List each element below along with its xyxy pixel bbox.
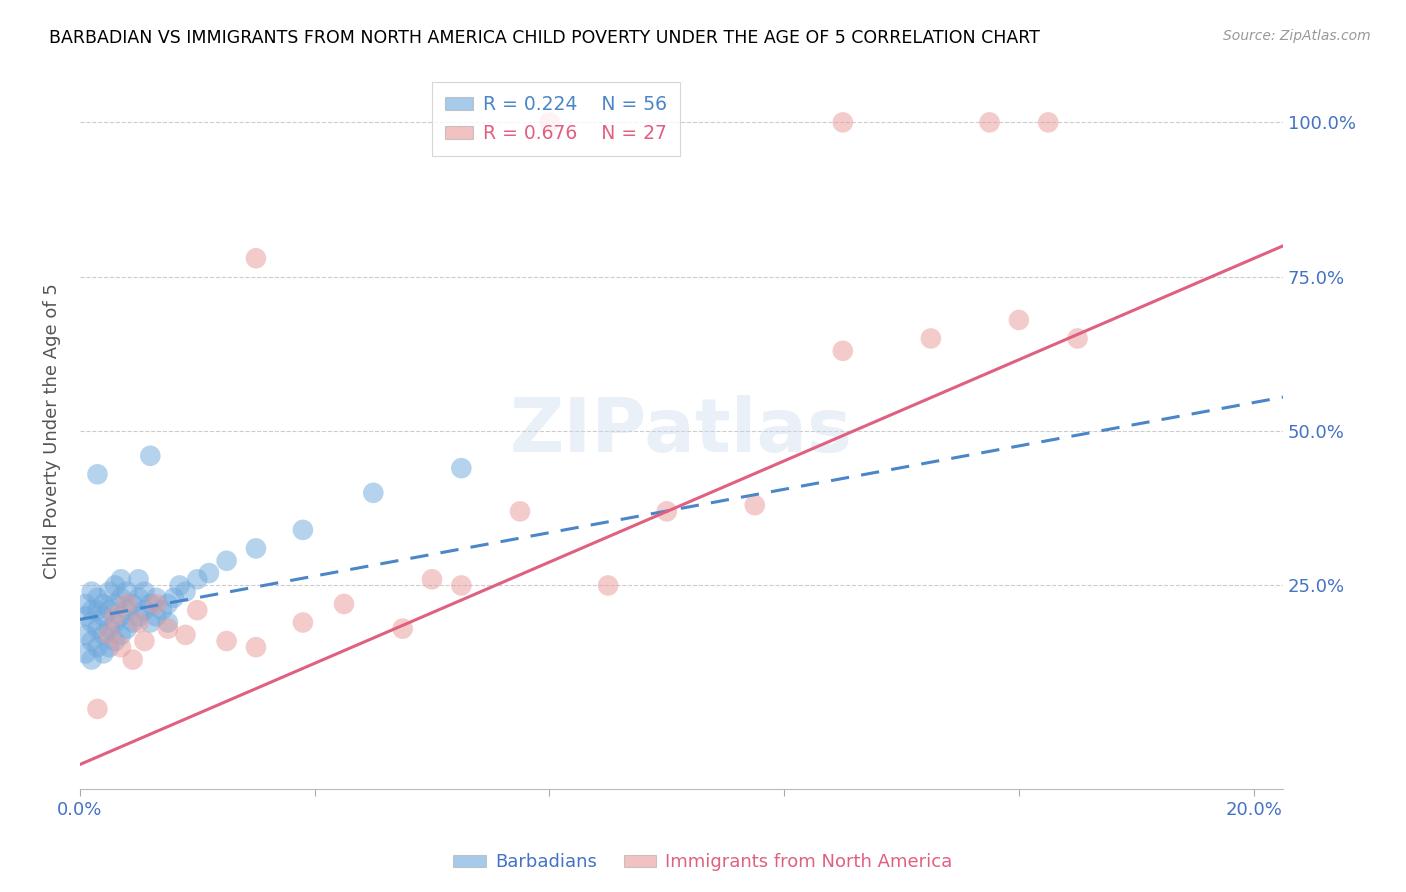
Point [156,622,179,636]
Text: BARBADIAN VS IMMIGRANTS FROM NORTH AMERICA CHILD POVERTY UNDER THE AGE OF 5 CORR: BARBADIAN VS IMMIGRANTS FROM NORTH AMERI… [49,29,1040,46]
Point [93,609,115,624]
Point [115,603,138,617]
Point [98,640,121,655]
Point [391,622,413,636]
Point [110,609,132,624]
Point [156,597,179,611]
Point [134,634,156,648]
Point [134,584,156,599]
Point [1038,115,1060,129]
Point [86,702,108,716]
Point [86,603,108,617]
Point [245,640,267,655]
Point [104,615,127,630]
Point [86,622,108,636]
Point [104,609,127,624]
Point [98,622,121,636]
Point [128,572,150,586]
Point [110,591,132,605]
Point [128,609,150,624]
Point [163,591,186,605]
Point [215,554,238,568]
Point [93,628,115,642]
Point [115,597,138,611]
Point [98,603,121,617]
Point [1066,331,1088,345]
Point [110,640,132,655]
Point [75,646,97,660]
Point [110,628,132,642]
Point [245,541,267,556]
Legend: Barbadians, Immigrants from North America: Barbadians, Immigrants from North Americ… [446,847,960,879]
Point [420,572,443,586]
Point [121,652,143,666]
Point [174,628,197,642]
Point [920,331,942,345]
Point [104,578,127,592]
Point [93,597,115,611]
Point [110,572,132,586]
Point [139,597,162,611]
Point [93,646,115,660]
Point [86,591,108,605]
Point [98,584,121,599]
Point [145,609,167,624]
Point [831,343,853,358]
Point [174,584,197,599]
Point [198,566,221,580]
Point [75,609,97,624]
Point [86,467,108,482]
Point [831,115,853,129]
Point [98,628,121,642]
Point [75,597,97,611]
Y-axis label: Child Poverty Under the Age of 5: Child Poverty Under the Age of 5 [44,283,60,579]
Text: Source: ZipAtlas.com: Source: ZipAtlas.com [1223,29,1371,43]
Point [80,615,103,630]
Point [121,597,143,611]
Point [245,251,267,265]
Point [80,603,103,617]
Point [156,615,179,630]
Point [104,634,127,648]
Point [80,634,103,648]
Point [104,597,127,611]
Point [75,628,97,642]
Point [979,115,1001,129]
Point [450,461,472,475]
Point [509,504,531,518]
Point [115,584,138,599]
Point [150,603,173,617]
Point [744,498,766,512]
Point [128,591,150,605]
Point [186,603,208,617]
Text: ZIPatlas: ZIPatlas [510,394,853,467]
Point [139,449,162,463]
Point [145,591,167,605]
Point [80,584,103,599]
Point [596,578,619,592]
Point [291,523,314,537]
Legend: R = 0.224    N = 56, R = 0.676    N = 27: R = 0.224 N = 56, R = 0.676 N = 27 [432,82,681,156]
Point [121,615,143,630]
Point [186,572,208,586]
Point [538,115,561,129]
Point [139,615,162,630]
Point [291,615,314,630]
Point [145,597,167,611]
Point [134,603,156,617]
Point [215,634,238,648]
Point [115,622,138,636]
Point [169,578,191,592]
Point [655,504,678,518]
Point [333,597,356,611]
Point [450,578,472,592]
Point [128,615,150,630]
Point [1008,313,1031,327]
Point [86,640,108,655]
Point [80,652,103,666]
Point [363,486,385,500]
